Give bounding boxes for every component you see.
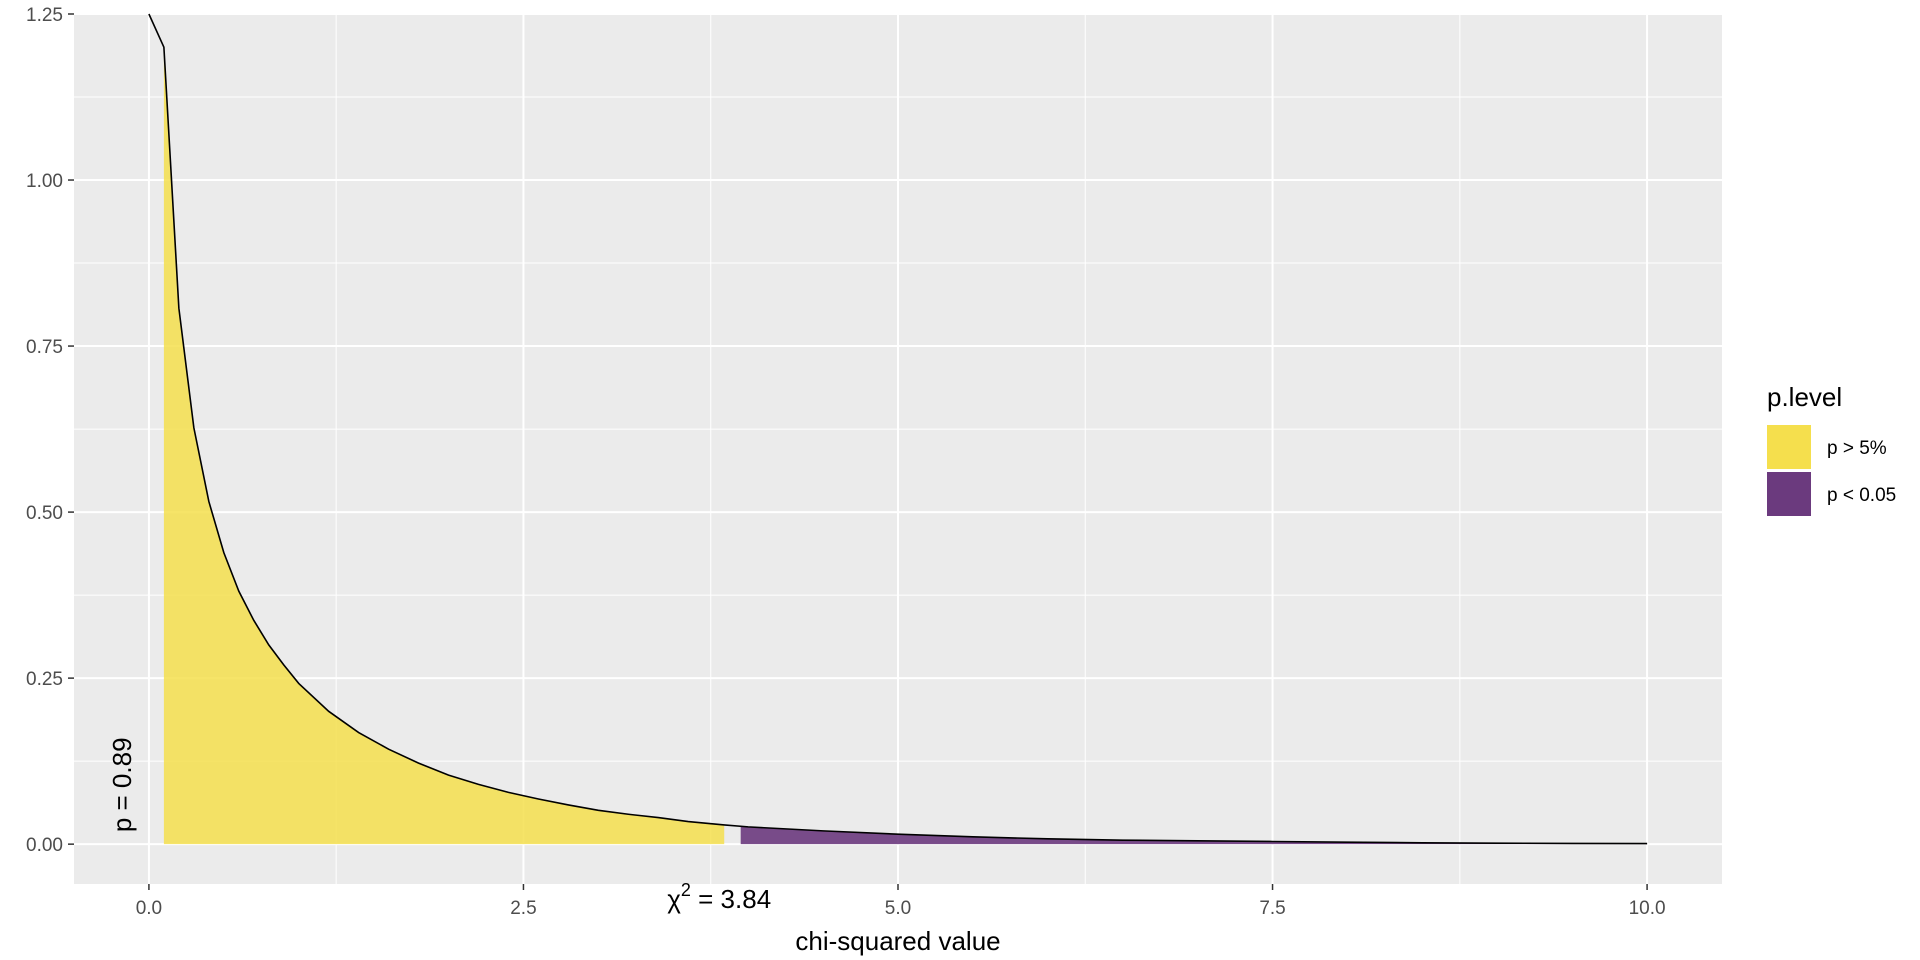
chi-squared-critical-annotation: χ2 = 3.84 [667,880,771,914]
x-tick-label: 10.0 [1629,898,1666,919]
y-tick-label: 1.25 [26,5,63,26]
y-tick-label: 0.50 [26,503,63,524]
shaded-areas [163,47,1648,845]
legend-label-p-gt-5: p > 5% [1827,438,1887,459]
legend-swatch-p-gt-5 [1767,425,1811,469]
y-tick-label: 0.25 [26,669,63,690]
chi-superscript: 2 [681,880,691,900]
legend-title: p.level [1767,382,1842,412]
legend-label-p-lt-005: p < 0.05 [1827,485,1896,506]
p-value-annotation: p = 0.89 [107,737,137,832]
x-tick-label: 5.0 [885,898,911,919]
x-axis-title: chi-squared value [795,926,1000,956]
x-tick-label: 0.0 [136,898,162,919]
legend-swatch-p-lt-005 [1767,472,1811,516]
chi-symbol: χ [667,884,681,914]
area-p-lt-005 [740,826,1648,845]
y-tick-label: 1.00 [26,171,63,192]
x-tick-label: 7.5 [1259,898,1285,919]
x-axis: 0.0 2.5 5.0 7.5 10.0 [136,884,1666,919]
density-curve [148,13,1648,845]
area-p-gt-5 [163,47,725,845]
chi-value: = 3.84 [691,884,771,914]
legend: p.level p > 5% p < 0.05 [1767,382,1896,516]
y-axis: 0.00 0.25 0.50 0.75 1.00 1.25 [26,5,74,856]
y-tick-label: 0.00 [26,835,63,856]
y-tick-label: 0.75 [26,337,63,358]
x-tick-label: 2.5 [510,898,536,919]
